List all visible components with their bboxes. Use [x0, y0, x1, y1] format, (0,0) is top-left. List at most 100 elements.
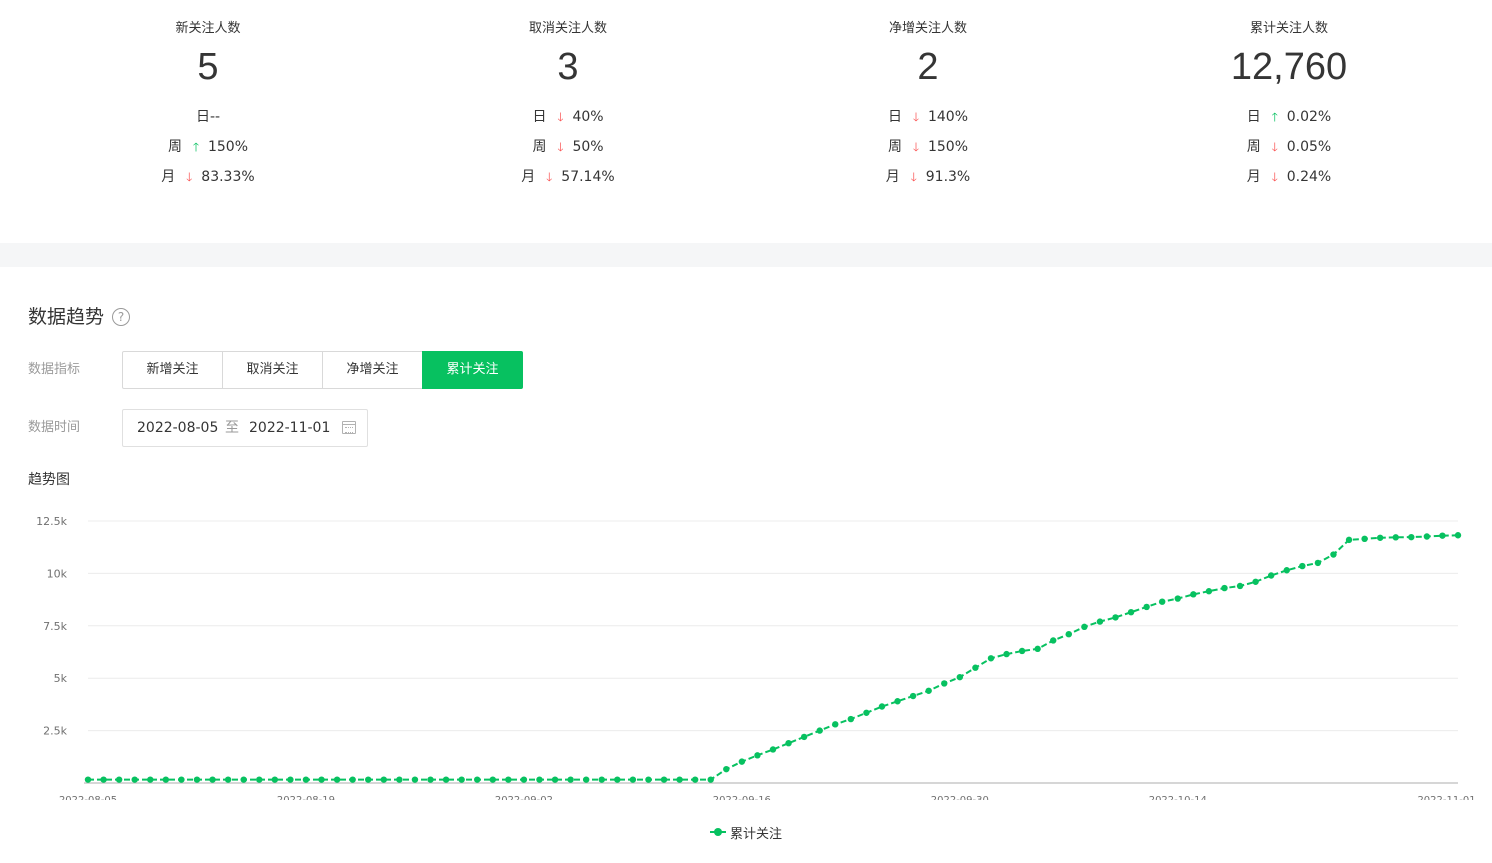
data-point — [349, 776, 356, 783]
legend-item[interactable]: 累计关注 — [709, 823, 782, 842]
metric-selector: 新增关注 取消关注 净增关注 累计关注 — [122, 351, 523, 389]
data-point — [645, 776, 652, 783]
change-value: -- — [209, 109, 221, 125]
date-separator: 至 — [225, 420, 239, 436]
data-point — [1392, 534, 1399, 541]
metric-total-follows-button[interactable]: 累计关注 — [422, 351, 523, 389]
data-point — [224, 776, 232, 783]
stat-card-total-followers: 累计关注人数 12,760 日 🡑 0.02% 周 🡓 0.05% 月 🡓 0.24% — [1109, 18, 1469, 192]
section-divider — [0, 243, 1492, 267]
data-point — [287, 776, 294, 783]
stat-card-net-followers: 净增关注人数 2 日 🡓 140% 周 🡓 150% 月 🡓 91.3% — [748, 18, 1108, 192]
data-point — [956, 673, 964, 681]
data-point — [302, 776, 310, 783]
data-point — [847, 715, 855, 723]
section-title: 数据趋势 — [28, 306, 105, 328]
data-point — [676, 776, 683, 783]
legend-swatch-icon — [709, 827, 726, 837]
date-end-input[interactable]: 2022-11-01 — [249, 420, 331, 436]
stat-card-new-followers: 新关注人数 5 日-- 周 🡑 150% 月 🡓 83.33% — [28, 18, 388, 192]
data-point — [1376, 534, 1384, 541]
data-point — [1081, 623, 1088, 631]
data-point — [100, 776, 107, 783]
data-point — [271, 776, 279, 783]
x-tick-label: 2022-08-19 — [277, 795, 335, 800]
change-value: 57.14% — [561, 169, 615, 185]
data-point — [551, 776, 559, 783]
stat-value: 3 — [557, 46, 579, 88]
period-label: 周 — [532, 139, 547, 155]
x-tick-label: 2022-09-30 — [931, 795, 989, 800]
stat-row-day: 日 🡓 40% — [388, 102, 748, 132]
data-point — [256, 776, 263, 783]
stat-title: 净增关注人数 — [888, 21, 967, 36]
period-label: 周 — [1246, 139, 1261, 155]
arrow-down-icon: 🡓 — [912, 140, 920, 154]
data-point — [536, 776, 543, 783]
data-point — [1205, 588, 1213, 595]
metric-label: 数据指标 — [28, 362, 81, 377]
question-circle-icon[interactable]: ? — [112, 308, 130, 326]
y-tick-label: 7.5k — [43, 620, 67, 633]
data-point — [629, 776, 637, 783]
data-point — [489, 776, 496, 783]
data-point — [1065, 630, 1072, 638]
metric-unfollows-button[interactable]: 取消关注 — [222, 351, 323, 389]
data-point — [894, 698, 901, 705]
data-point — [987, 655, 995, 662]
calendar-icon[interactable] — [342, 421, 356, 434]
data-point — [147, 776, 154, 783]
stat-row-day: 日 🡓 140% — [748, 102, 1108, 132]
data-point — [816, 727, 823, 734]
series-cumulative-follows — [84, 532, 1462, 783]
stat-title: 取消关注人数 — [528, 21, 607, 36]
date-range-picker[interactable]: 2022-08-05 至 2022-11-01 — [122, 409, 368, 447]
arrow-down-icon: 🡓 — [546, 170, 553, 184]
data-point — [1299, 562, 1306, 570]
data-point — [863, 709, 870, 716]
arrow-down-icon: 🡓 — [557, 110, 564, 124]
data-point — [115, 776, 123, 783]
period-label: 日 — [195, 109, 210, 125]
data-point — [1050, 637, 1057, 644]
data-point — [1034, 645, 1041, 653]
data-point — [1127, 608, 1135, 616]
data-point — [1345, 536, 1353, 544]
data-point — [691, 776, 699, 783]
date-start-input[interactable]: 2022-08-05 — [137, 420, 219, 436]
data-point — [1003, 650, 1010, 658]
y-axis-labels: 2.5k 5k 7.5k 10k 12.5k — [36, 515, 67, 738]
stat-row-week: 周 🡓 150% — [748, 132, 1108, 162]
metric-new-follows-button[interactable]: 新增关注 — [122, 351, 223, 389]
arrow-down-icon: 🡓 — [186, 170, 193, 184]
data-point — [723, 765, 730, 773]
data-point — [333, 776, 341, 783]
change-value: 0.02% — [1286, 109, 1332, 125]
change-value: 50% — [572, 139, 604, 155]
stat-row-month: 月 🡓 57.14% — [388, 162, 748, 192]
data-point — [1454, 532, 1462, 539]
data-point — [84, 776, 92, 783]
chart-legend: 累计关注 — [0, 822, 1492, 842]
stats-summary: 新关注人数 5 日-- 周 🡑 150% 月 🡓 83.33% 取消关注人数 3 日 🡓 4… — [0, 0, 1492, 243]
data-point — [1423, 533, 1431, 540]
x-tick-label: 2022-10-14 — [1149, 795, 1207, 800]
arrow-down-icon: 🡓 — [557, 140, 564, 154]
data-point — [520, 776, 528, 783]
series-line — [88, 534, 1459, 781]
data-point — [1143, 603, 1150, 611]
data-point — [162, 776, 170, 783]
y-tick-label: 2.5k — [43, 725, 67, 738]
x-tick-label: 2022-11-01 — [1417, 795, 1475, 800]
data-point — [800, 733, 808, 741]
metric-net-follows-button[interactable]: 净增关注 — [322, 351, 423, 389]
data-point — [785, 739, 792, 747]
data-point — [1252, 578, 1259, 585]
change-value: 150% — [927, 139, 969, 155]
stat-row-week: 周 🡑 150% — [28, 132, 388, 162]
data-point — [941, 680, 948, 687]
stat-title: 累计关注人数 — [1249, 21, 1328, 36]
arrow-down-icon: 🡓 — [910, 170, 917, 184]
stat-row-month: 月 🡓 91.3% — [748, 162, 1108, 192]
change-value: 91.3% — [925, 169, 971, 185]
